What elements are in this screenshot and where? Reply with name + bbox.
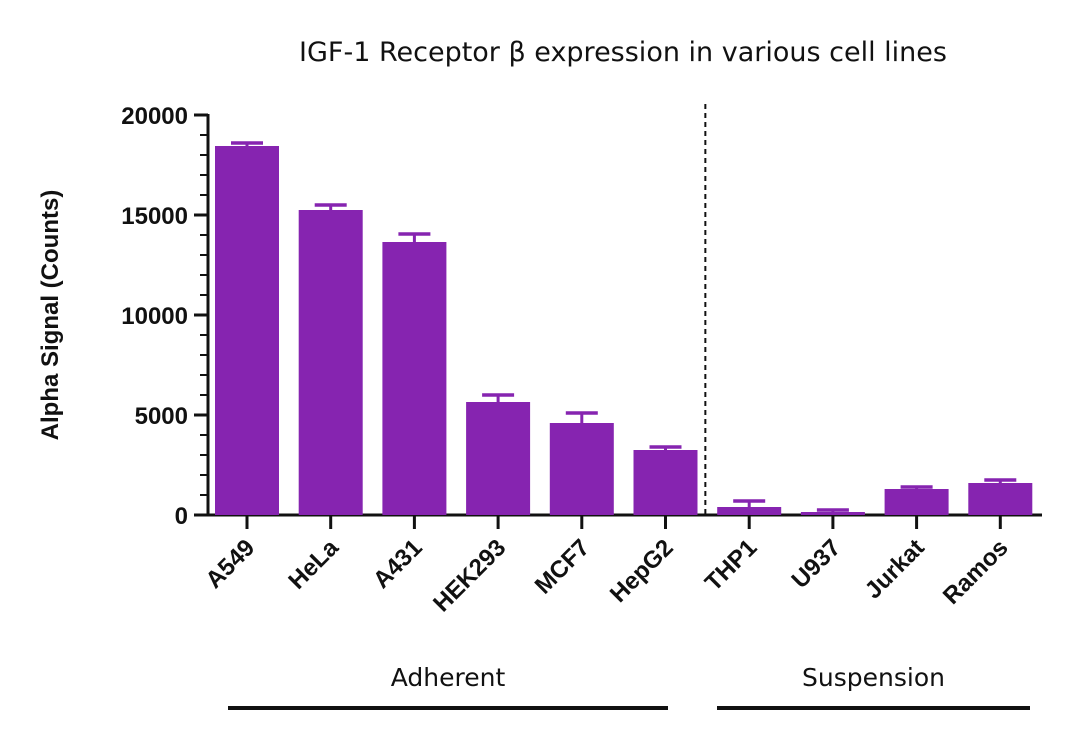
- x-tick-label-u937: U937: [786, 534, 846, 594]
- chart-title: IGF-1 Receptor β expression in various c…: [299, 37, 947, 68]
- bar-a549: [215, 146, 279, 515]
- bar-hela: [298, 210, 363, 515]
- y-tick-label: 0: [175, 503, 188, 530]
- bar-a431: [382, 242, 447, 515]
- x-tick-label-a549: A549: [201, 534, 261, 594]
- bar-hepg2: [633, 450, 698, 515]
- bar-ramos: [968, 483, 1033, 515]
- y-tick-label: 10000: [121, 303, 188, 330]
- x-tick-label-ramos: Ramos: [938, 534, 1014, 610]
- group-label-adherent: Adherent: [391, 663, 506, 692]
- bar-jurkat: [884, 489, 949, 515]
- x-tick-label-hepg2: HepG2: [605, 534, 679, 608]
- x-tick-label-a431: A431: [368, 534, 428, 594]
- plot-area: 0 5000 10000 15000 20000 A549 HeLa A431 HEK293 MC…: [121, 103, 1042, 710]
- x-tick-label-hek293: HEK293: [428, 534, 511, 617]
- x-tick-label-thp1: THP1: [700, 534, 762, 596]
- y-tick-label: 5000: [135, 403, 188, 430]
- bar-mcf7: [549, 423, 614, 515]
- group-label-suspension: Suspension: [802, 663, 945, 692]
- y-tick-label: 15000: [121, 203, 188, 230]
- bar-hek293: [466, 402, 531, 515]
- x-tick-label-hela: HeLa: [283, 534, 344, 595]
- x-tick-label-jurkat: Jurkat: [860, 534, 930, 604]
- y-axis-label: Alpha Signal (Counts): [37, 190, 64, 441]
- y-tick-label: 20000: [121, 103, 188, 130]
- x-tick-label-mcf7: MCF7: [530, 534, 595, 599]
- bar-thp1: [717, 507, 782, 515]
- bar-u937: [800, 512, 865, 515]
